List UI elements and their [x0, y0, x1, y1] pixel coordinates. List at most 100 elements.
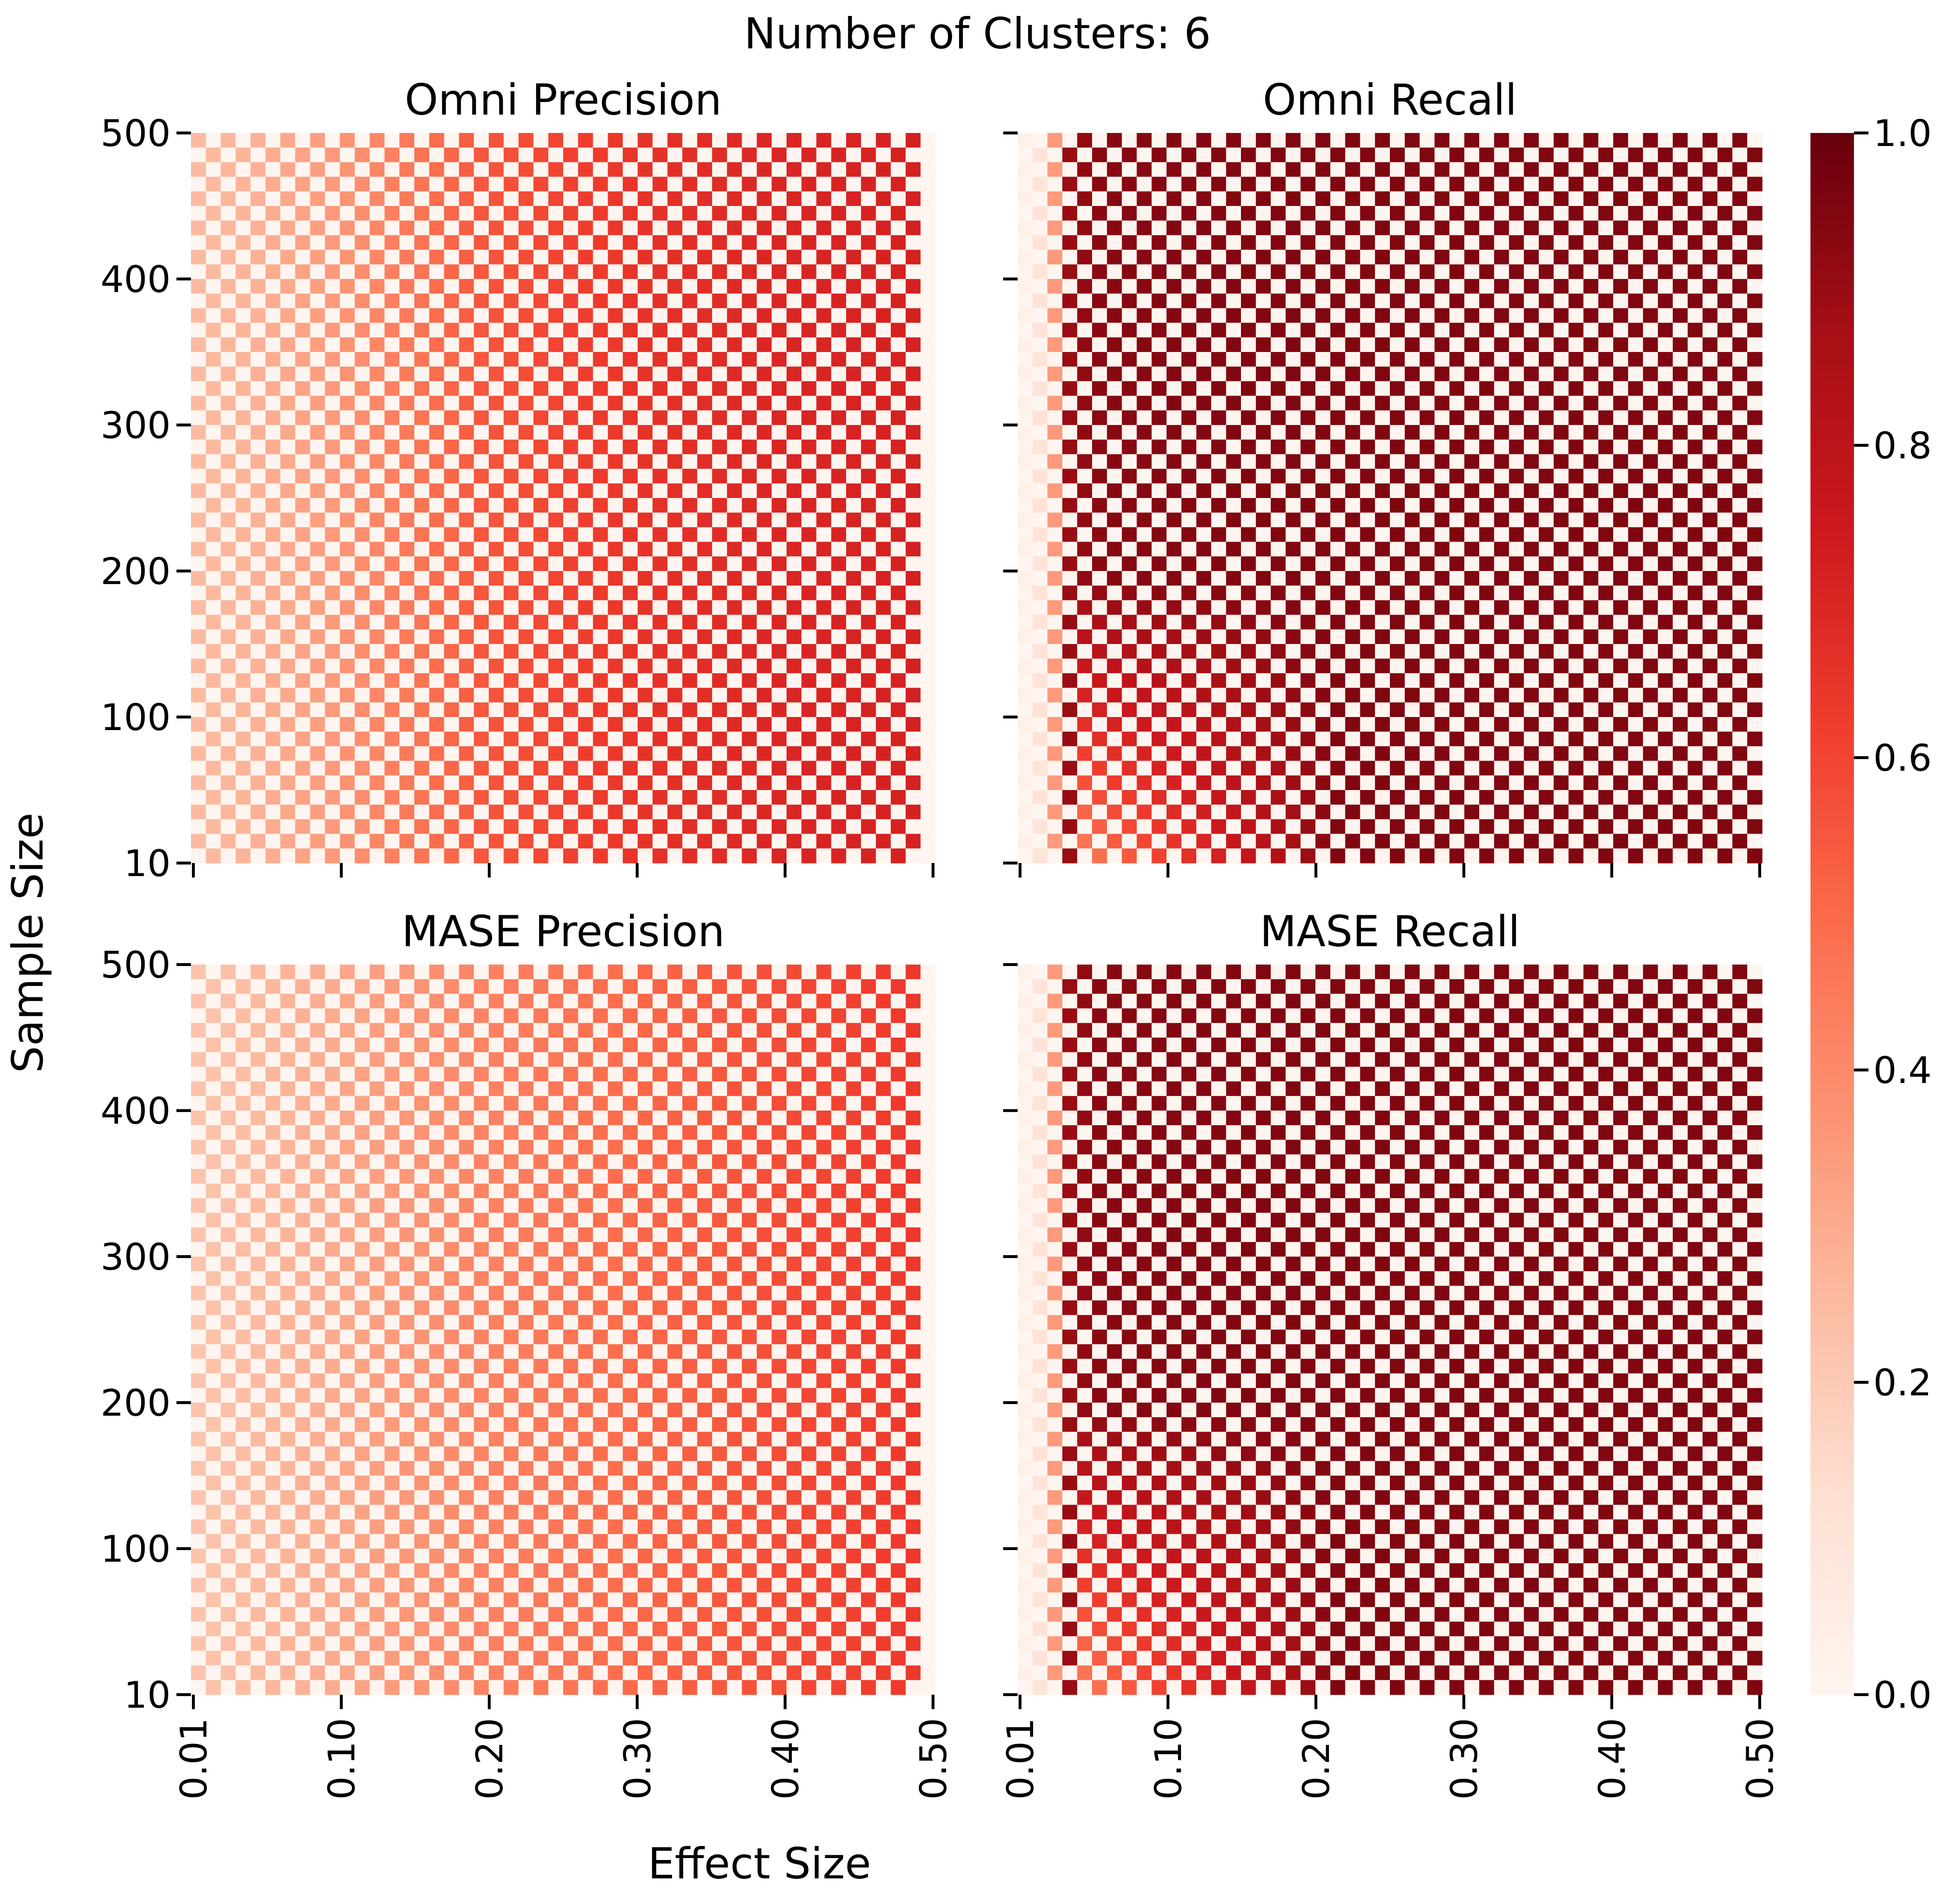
- heatmap-cell: [1062, 337, 1077, 352]
- heatmap-cell: [1048, 337, 1063, 352]
- heatmap-cell: [504, 557, 519, 571]
- heatmap-cell: [250, 425, 265, 440]
- heatmap-cell: [787, 761, 802, 776]
- heatmap-cell: [1360, 834, 1375, 849]
- heatmap-cell: [668, 439, 683, 454]
- heatmap-cell: [757, 308, 772, 323]
- heatmap-cell: [1628, 323, 1643, 338]
- heatmap-cell: [1033, 688, 1048, 703]
- heatmap-cell: [384, 659, 399, 674]
- heatmap-cell: [310, 469, 325, 484]
- heatmap-cell: [1137, 644, 1152, 659]
- heatmap-cell: [206, 133, 221, 148]
- heatmap-cell: [1747, 147, 1762, 162]
- heatmap-cell: [1092, 133, 1107, 148]
- heatmap-cell: [474, 250, 489, 265]
- heatmap-cell: [1167, 147, 1182, 162]
- heatmap-cell: [1688, 439, 1703, 454]
- heatmap-cell: [1033, 177, 1048, 192]
- heatmap-cell: [1583, 600, 1598, 615]
- heatmap-cell: [1285, 790, 1300, 805]
- heatmap-cell: [1449, 513, 1464, 527]
- heatmap-cell: [548, 600, 563, 615]
- heatmap-cell: [563, 469, 578, 484]
- heatmap-cell: [1405, 498, 1420, 513]
- heatmap-cell: [1420, 513, 1435, 527]
- heatmap-cell: [1613, 805, 1628, 820]
- figure-suptitle: Number of Clusters: 6: [744, 9, 1211, 59]
- heatmap-cell: [1718, 542, 1733, 557]
- heatmap-cell: [250, 644, 265, 659]
- heatmap-cell: [742, 600, 757, 615]
- heatmap-cell: [1300, 659, 1315, 674]
- heatmap-cell: [1122, 308, 1137, 323]
- heatmap-cell: [444, 454, 459, 469]
- heatmap-cell: [772, 659, 787, 674]
- heatmap-cell: [280, 600, 295, 615]
- heatmap-cell: [1256, 366, 1271, 381]
- heatmap-cell: [608, 162, 623, 177]
- heatmap-cell: [697, 673, 712, 688]
- heatmap-cell: [1211, 615, 1226, 630]
- heatmap-cell: [1256, 177, 1271, 192]
- heatmap-cell: [1375, 308, 1390, 323]
- heatmap-cell: [861, 805, 876, 820]
- heatmap-cell: [712, 410, 727, 425]
- heatmap-cell: [1285, 323, 1300, 338]
- heatmap-cell: [399, 337, 414, 352]
- heatmap-cell: [1405, 147, 1420, 162]
- heatmap-cell: [310, 805, 325, 820]
- heatmap-cell: [1718, 264, 1733, 279]
- heatmap-cell: [1405, 586, 1420, 600]
- heatmap-cell: [1300, 410, 1315, 425]
- heatmap-cell: [414, 688, 429, 703]
- heatmap-cell: [310, 542, 325, 557]
- heatmap-cell: [1241, 279, 1256, 294]
- heatmap-cell: [1688, 513, 1703, 527]
- heatmap-cell: [1524, 352, 1539, 367]
- heatmap-cell: [1018, 717, 1033, 732]
- heatmap-cell: [519, 410, 534, 425]
- heatmap-cell: [1033, 162, 1048, 177]
- heatmap-cell: [280, 557, 295, 571]
- heatmap-cell: [1360, 688, 1375, 703]
- heatmap-cell: [831, 177, 846, 192]
- heatmap-cell: [355, 557, 370, 571]
- heatmap-cell: [221, 659, 236, 674]
- heatmap-cell: [1434, 454, 1449, 469]
- heatmap-cell: [1033, 469, 1048, 484]
- heatmap-cell: [1315, 162, 1330, 177]
- heatmap-cell: [1449, 571, 1464, 586]
- heatmap-cell: [668, 162, 683, 177]
- heatmap-cell: [638, 206, 653, 221]
- heatmap-cell: [1434, 542, 1449, 557]
- heatmap-cell: [653, 571, 668, 586]
- heatmap-cell: [1285, 483, 1300, 498]
- heatmap-cell: [1509, 147, 1524, 162]
- heatmap-cell: [519, 235, 534, 250]
- heatmap-cell: [280, 220, 295, 235]
- heatmap-cell: [1688, 630, 1703, 644]
- heatmap-cell: [1182, 732, 1196, 747]
- heatmap-cell: [191, 191, 206, 206]
- heatmap-cell: [653, 776, 668, 791]
- heatmap-cell: [1345, 352, 1360, 367]
- heatmap-cell: [1226, 615, 1241, 630]
- heatmap-cell: [757, 776, 772, 791]
- heatmap-cell: [1405, 615, 1420, 630]
- heatmap-cell: [1375, 264, 1390, 279]
- heatmap-cell: [340, 308, 355, 323]
- heatmap-cell: [1703, 366, 1718, 381]
- heatmap-cell: [1345, 659, 1360, 674]
- heatmap-cell: [1539, 717, 1554, 732]
- heatmap-cell: [1033, 410, 1048, 425]
- heatmap-cell: [1062, 615, 1077, 630]
- heatmap-cell: [1062, 147, 1077, 162]
- heatmap-cell: [1271, 557, 1286, 571]
- heatmap-cell: [1315, 659, 1330, 674]
- heatmap-cell: [474, 630, 489, 644]
- heatmap-cell: [250, 819, 265, 834]
- heatmap-cell: [1182, 513, 1196, 527]
- heatmap-cell: [682, 162, 697, 177]
- heatmap-cell: [1360, 615, 1375, 630]
